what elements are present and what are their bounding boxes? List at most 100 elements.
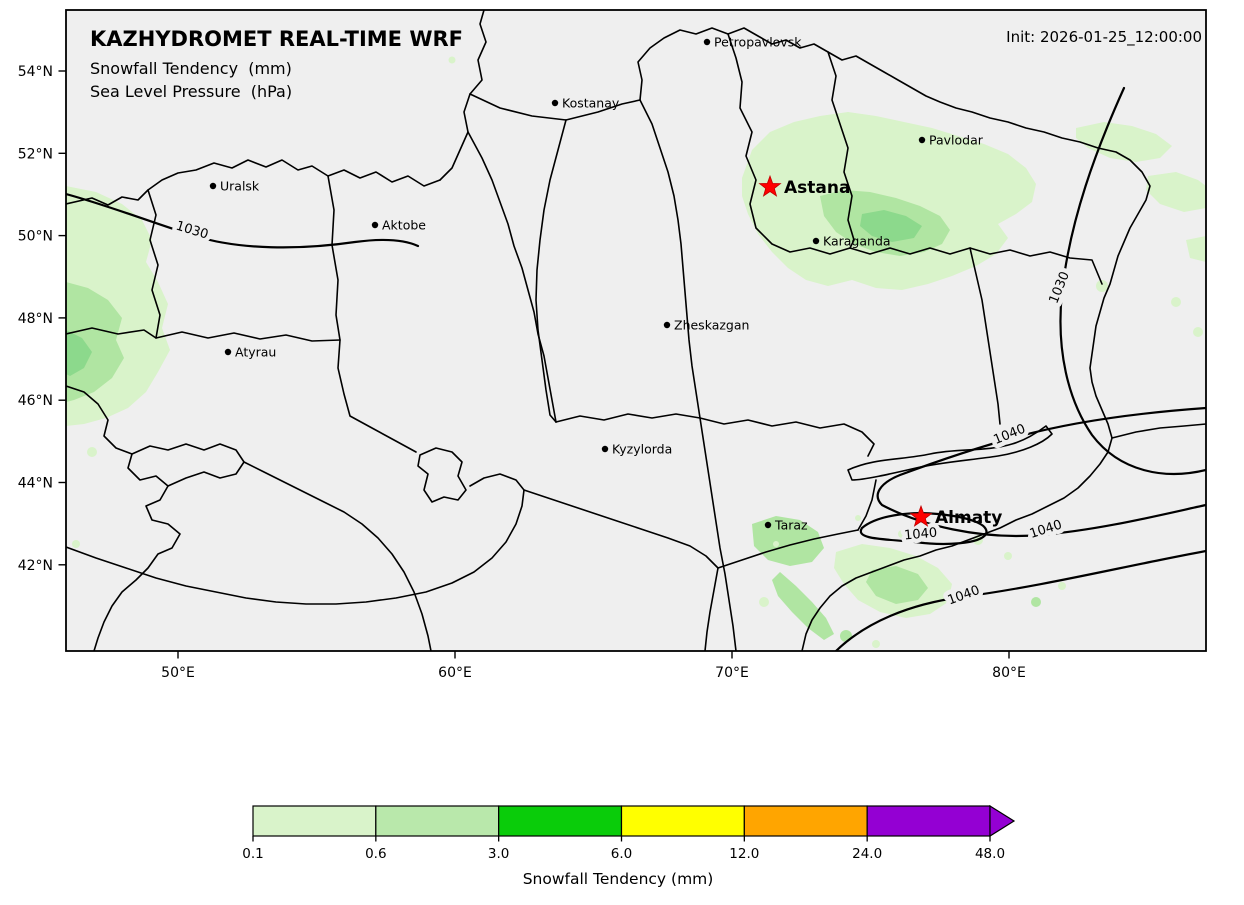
colorbar-tick-label: 6.0 xyxy=(611,846,632,862)
colorbar: 0.1 0.6 3.0 6.0 12.0 24.0 48.0 xyxy=(242,804,1016,862)
map-subtitle-snowfall: Snowfall Tendency (mm) xyxy=(90,59,292,78)
y-tick: 46°N xyxy=(18,393,66,409)
city-marker-zheskazgan: Zheskazgan xyxy=(663,318,749,333)
city-marker-pavlodar: Pavlodar xyxy=(918,133,984,148)
city-dot xyxy=(224,348,232,356)
x-tick: 70°E xyxy=(715,651,749,681)
y-tick: 52°N xyxy=(18,146,66,162)
init-timestamp: Init: 2026-01-25_12:00:00 xyxy=(1006,28,1202,47)
snow-patch xyxy=(752,516,824,566)
city-dot xyxy=(703,38,711,46)
snow-patch xyxy=(1146,172,1206,212)
snow-patch xyxy=(840,630,852,642)
snow-patch xyxy=(855,515,861,521)
isobar-1030 xyxy=(1059,86,1206,476)
city-dot xyxy=(663,321,671,329)
capital-marker-almaty: Almaty xyxy=(909,504,1002,528)
city-label: Kostanay xyxy=(562,96,620,111)
city-dot xyxy=(601,445,609,453)
snow-patch xyxy=(66,282,124,402)
y-tick: 44°N xyxy=(18,476,66,492)
contour-label: 1040 xyxy=(904,526,938,544)
border-path xyxy=(467,131,557,423)
snow-patch xyxy=(1076,122,1172,162)
border-path xyxy=(827,51,855,249)
x-tick-label: 50°E xyxy=(161,665,195,681)
city-markers-layer: Petropavlovsk Kostanay Pavlodar Uralsk Aktob… xyxy=(209,35,984,533)
border-path xyxy=(131,443,245,487)
city-label: Pavlodar xyxy=(929,133,984,148)
map-subtitle-pressure: Sea Level Pressure (hPa) xyxy=(90,82,292,101)
border-path xyxy=(637,27,1151,651)
isobar-1040 xyxy=(834,549,1206,651)
snow-patch xyxy=(1031,597,1041,607)
border-path xyxy=(1111,423,1206,439)
city-dot xyxy=(209,182,217,190)
snow-patch xyxy=(898,530,906,538)
border-path xyxy=(66,327,341,342)
snow-patch xyxy=(87,447,97,457)
city-dot xyxy=(764,521,772,529)
colorbar-tick-label: 12.0 xyxy=(729,846,759,862)
colorbar-segment xyxy=(620,805,745,837)
border-path xyxy=(66,473,525,605)
snow-patch xyxy=(72,540,80,548)
snow-patch xyxy=(772,572,834,640)
y-tick-label: 44°N xyxy=(18,476,53,492)
capital-label: Astana xyxy=(784,178,850,198)
x-tick: 80°E xyxy=(992,651,1026,681)
city-marker-atyrau: Atyrau xyxy=(224,345,276,360)
colorbar-tick-label: 48.0 xyxy=(975,846,1005,862)
x-tick: 50°E xyxy=(161,651,195,681)
border-path xyxy=(969,247,1001,425)
city-marker-kostanay: Kostanay xyxy=(551,96,620,111)
star-icon xyxy=(909,504,933,527)
map-title: KAZHYDROMET REAL-TIME WRF xyxy=(90,27,463,51)
snow-patch xyxy=(66,330,92,376)
y-tick: 42°N xyxy=(18,558,66,574)
y-tick-label: 42°N xyxy=(18,558,53,574)
colorbar-title: Snowfall Tendency (mm) xyxy=(523,870,714,888)
x-axis-ticks: 50°E 60°E 70°E 80°E xyxy=(161,651,1026,681)
colorbar-segment xyxy=(498,805,623,837)
colorbar-segment xyxy=(252,805,377,837)
colorbar-segment xyxy=(375,805,500,837)
city-marker-taraz: Taraz xyxy=(764,518,808,533)
city-marker-aktobe: Aktobe xyxy=(371,218,426,233)
snow-patch xyxy=(872,640,880,648)
aral-sea-outline xyxy=(417,447,467,503)
snow-patch xyxy=(866,566,928,604)
colorbar-tick-label: 0.1 xyxy=(242,846,263,862)
isobar-1040 xyxy=(876,406,1206,538)
snow-patch xyxy=(759,597,769,607)
capital-label: Almaty xyxy=(935,508,1002,528)
border-path xyxy=(639,99,737,651)
border-path xyxy=(857,479,877,531)
x-tick: 60°E xyxy=(438,651,472,681)
city-dot xyxy=(918,136,926,144)
city-label: Uralsk xyxy=(220,179,260,194)
y-tick-label: 46°N xyxy=(18,393,53,409)
y-tick-label: 50°N xyxy=(18,229,53,245)
map-frame xyxy=(65,9,1207,652)
border-path xyxy=(327,175,417,453)
y-tick-label: 54°N xyxy=(18,64,53,80)
star-icon xyxy=(758,174,782,197)
snow-patch xyxy=(1186,236,1206,262)
snow-patch xyxy=(1058,582,1066,590)
snow-patch xyxy=(1193,327,1203,337)
colorbar-segment xyxy=(743,805,868,837)
colorbar-tick-label: 3.0 xyxy=(488,846,509,862)
city-label: Zheskazgan xyxy=(674,318,749,333)
city-label: Karaganda xyxy=(823,234,891,249)
snowfall-shading-layer xyxy=(66,56,1206,648)
border-path xyxy=(523,489,859,569)
isobar-1030 xyxy=(66,192,420,249)
city-dot xyxy=(371,221,379,229)
x-tick-label: 60°E xyxy=(438,665,472,681)
city-marker-petropavlovsk: Petropavlovsk xyxy=(703,35,802,50)
capital-marker-astana: Astana xyxy=(758,174,850,198)
y-tick: 48°N xyxy=(18,311,66,327)
admin-borders-layer xyxy=(66,10,1206,651)
